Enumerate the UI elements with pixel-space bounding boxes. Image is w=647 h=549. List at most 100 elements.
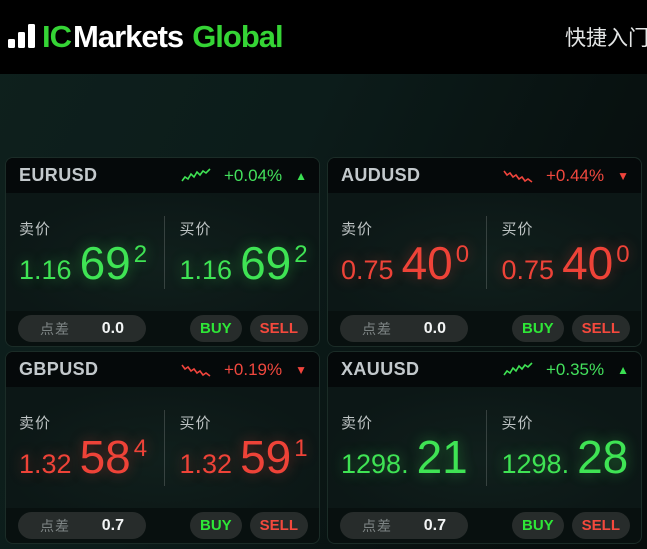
card-header: AUDUSD +0.44% ▲ ▼ [328, 158, 641, 193]
change-percent: +0.44% [545, 165, 605, 185]
sell-label: 卖价 [341, 221, 374, 238]
divider [486, 410, 488, 486]
buy-button[interactable]: BUY [189, 512, 242, 539]
buy-price: 0.75 40 0 [501, 237, 642, 289]
change-percent: +0.35% [545, 359, 605, 379]
buy-label: 买价 [179, 221, 212, 238]
card-header: XAUUSD +0.35% ▲ ▼ [328, 352, 641, 387]
buy-label: 买价 [501, 221, 534, 238]
price-sup: 4 [133, 435, 148, 462]
price-big: 21 [416, 431, 468, 483]
symbol-label: GBPUSD [19, 359, 99, 379]
card-body: 卖价 1.32 58 4 买价 1.32 59 1 [6, 387, 319, 508]
price-sup: 2 [133, 241, 148, 268]
card-body: 卖价 1.16 69 2 买价 1.16 69 2 [6, 193, 319, 311]
logo-ic: IC [42, 19, 72, 54]
sell-price-block: 卖价 0.75 40 0 [328, 193, 485, 311]
spread-label: 点差 [40, 320, 70, 337]
buy-button[interactable]: BUY [511, 512, 564, 539]
spread-value: 0.0 [101, 319, 124, 337]
sell-price: 1.32 58 4 [19, 431, 163, 483]
sell-button[interactable]: SELL [249, 512, 308, 539]
triangle-up-icon: ▲ [295, 168, 307, 183]
symbol-label: AUDUSD [341, 165, 421, 185]
symbol-label: XAUUSD [341, 359, 420, 379]
price-sup: 2 [294, 241, 308, 268]
spread-pill: 点差 0.0 [340, 315, 468, 342]
price-base: 1298. [341, 449, 409, 479]
symbol-label: EURUSD [19, 165, 98, 185]
sell-price: 1.16 69 2 [19, 237, 163, 289]
price-base: 1298. [501, 449, 570, 479]
spread-value: 0.7 [101, 516, 124, 534]
buy-label: 买价 [179, 415, 212, 432]
logo-markets: Markets [73, 19, 184, 54]
sell-button[interactable]: SELL [571, 512, 630, 539]
price-base: 1.16 [19, 255, 72, 285]
price-base: 0.75 [501, 255, 555, 285]
card-footer: 点差 0.7 BUY SELL [328, 508, 641, 543]
brand-logo[interactable]: ICMarkets Global [8, 19, 284, 55]
card-body: 卖价 1298. 21 买价 1298. 28 [328, 387, 641, 508]
price-big: 59 [240, 431, 292, 483]
spread-pill: 点差 0.7 [340, 512, 468, 539]
spread-label: 点差 [40, 517, 70, 534]
divider [164, 410, 166, 486]
sparkline-down-icon [503, 168, 533, 184]
sell-button[interactable]: SELL [249, 315, 308, 342]
spread-label: 点差 [362, 320, 392, 337]
buy-label: 买价 [501, 415, 534, 432]
price-big: 69 [79, 237, 131, 289]
sell-price: 1298. 21 [341, 431, 485, 483]
nav-link-quick-start[interactable]: 快捷入门 [565, 27, 647, 50]
spread-value: 0.0 [423, 319, 446, 337]
sparkline-down-icon [181, 362, 211, 378]
buy-price-block: 买价 1298. 28 [485, 387, 642, 508]
price-base: 1.16 [179, 255, 233, 285]
sell-price-block: 卖价 1.32 58 4 [6, 387, 163, 508]
buy-button[interactable]: BUY [189, 315, 242, 342]
sell-label: 卖价 [341, 415, 374, 432]
card-footer: 点差 0.0 BUY SELL [6, 311, 319, 346]
sell-price-block: 卖价 1.16 69 2 [6, 193, 163, 311]
price-base: 1.32 [179, 449, 233, 479]
change-percent: +0.19% [223, 359, 283, 379]
spread-label: 点差 [362, 517, 392, 534]
buy-button[interactable]: BUY [511, 315, 564, 342]
spread-pill: 点差 0.0 [18, 315, 146, 342]
triangle-up-icon: ▲ [617, 362, 629, 377]
bar-chart-icon [8, 24, 35, 50]
card-footer: 点差 0.0 BUY SELL [328, 311, 641, 346]
buy-price-block: 买价 1.32 59 1 [163, 387, 320, 508]
price-big: 40 [562, 237, 614, 289]
quote-card-xauusd[interactable]: XAUUSD +0.35% ▲ ▼ 卖价 1298.21 买价 1298.28 … [327, 351, 642, 544]
logo-global: Global [192, 19, 283, 54]
triangle-down-icon: ▼ [295, 362, 307, 377]
price-sup: 0 [455, 241, 470, 268]
brand-logo-text: ICMarkets Global [42, 19, 284, 55]
buy-price-block: 买价 0.75 40 0 [485, 193, 642, 311]
card-header: GBPUSD +0.19% ▲ ▼ [6, 352, 319, 387]
spread-value: 0.7 [423, 516, 446, 534]
price-base: 1.32 [19, 449, 72, 479]
card-body: 卖价 0.75 40 0 买价 0.75 40 0 [328, 193, 641, 311]
sparkline-up-icon [181, 167, 211, 184]
card-header: EURUSD +0.04% ▲ ▼ [6, 158, 319, 193]
buy-price: 1.16 69 2 [179, 237, 320, 289]
price-big: 58 [79, 431, 131, 483]
sell-label: 卖价 [19, 415, 52, 432]
sell-price-block: 卖价 1298. 21 [328, 387, 485, 508]
sell-button[interactable]: SELL [571, 315, 630, 342]
change-percent: +0.04% [223, 165, 283, 185]
sell-price: 0.75 40 0 [341, 240, 485, 286]
price-base: 0.75 [341, 255, 394, 285]
divider [486, 216, 488, 289]
divider [164, 216, 166, 289]
price-sup: 0 [616, 241, 630, 268]
price-big: 69 [240, 237, 292, 289]
buy-price: 1298. 28 [501, 434, 642, 480]
